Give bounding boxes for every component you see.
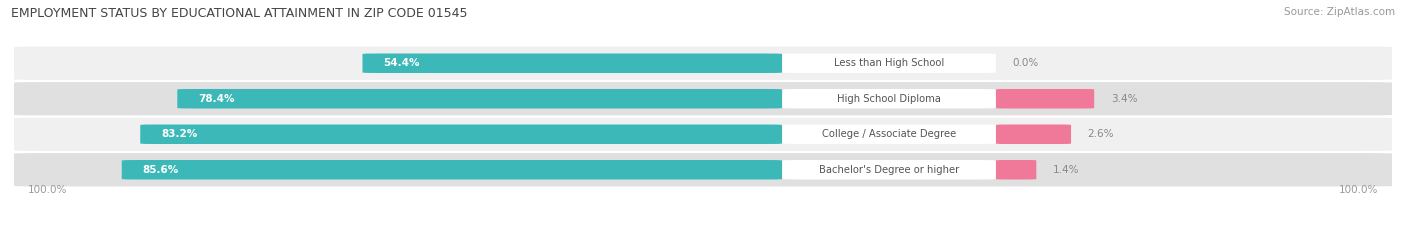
FancyBboxPatch shape: [7, 118, 1399, 151]
Text: College / Associate Degree: College / Associate Degree: [823, 129, 956, 139]
Text: 83.2%: 83.2%: [160, 129, 197, 139]
FancyBboxPatch shape: [7, 153, 1399, 186]
Text: 78.4%: 78.4%: [198, 94, 235, 104]
Text: 2.6%: 2.6%: [1088, 129, 1114, 139]
FancyBboxPatch shape: [782, 89, 995, 109]
FancyBboxPatch shape: [7, 82, 1399, 115]
FancyBboxPatch shape: [141, 124, 782, 144]
FancyBboxPatch shape: [177, 89, 782, 109]
FancyBboxPatch shape: [122, 160, 782, 179]
Text: Source: ZipAtlas.com: Source: ZipAtlas.com: [1284, 7, 1395, 17]
FancyBboxPatch shape: [782, 124, 995, 144]
FancyBboxPatch shape: [995, 124, 1071, 144]
Text: EMPLOYMENT STATUS BY EDUCATIONAL ATTAINMENT IN ZIP CODE 01545: EMPLOYMENT STATUS BY EDUCATIONAL ATTAINM…: [11, 7, 468, 20]
FancyBboxPatch shape: [995, 160, 1036, 179]
FancyBboxPatch shape: [782, 160, 995, 179]
Text: 0.0%: 0.0%: [1012, 58, 1039, 68]
FancyBboxPatch shape: [7, 47, 1399, 80]
Text: 100.0%: 100.0%: [28, 185, 67, 195]
Text: 1.4%: 1.4%: [1053, 165, 1080, 175]
FancyBboxPatch shape: [363, 54, 782, 73]
Text: Bachelor's Degree or higher: Bachelor's Degree or higher: [818, 165, 959, 175]
Text: High School Diploma: High School Diploma: [837, 94, 941, 104]
FancyBboxPatch shape: [782, 54, 995, 73]
Text: 85.6%: 85.6%: [142, 165, 179, 175]
Text: Less than High School: Less than High School: [834, 58, 945, 68]
Text: 100.0%: 100.0%: [1339, 185, 1378, 195]
Text: 54.4%: 54.4%: [384, 58, 419, 68]
FancyBboxPatch shape: [995, 89, 1094, 109]
Text: 3.4%: 3.4%: [1111, 94, 1137, 104]
